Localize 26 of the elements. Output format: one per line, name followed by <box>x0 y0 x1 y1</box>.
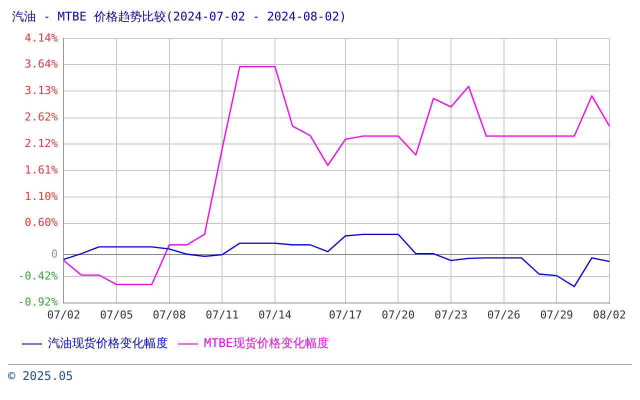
x-tick-label: 08/02 <box>592 308 626 322</box>
y-tick-label: 4.14% <box>24 31 58 44</box>
x-tick-label: 07/29 <box>540 308 574 322</box>
x-tick-label: 07/20 <box>382 308 415 322</box>
y-tick-label: 1.61% <box>24 163 58 176</box>
y-tick-label: 2.62% <box>24 110 58 124</box>
legend-label: MTBE现货价格变化幅度 <box>204 336 329 350</box>
x-tick-label: 07/05 <box>100 308 134 322</box>
x-tick-label: 07/23 <box>434 308 468 322</box>
x-tick-label: 07/14 <box>258 308 292 322</box>
chart-title: 汽油 - MTBE 价格趋势比较(2024-07-02 - 2024-08-02) <box>12 9 346 24</box>
y-tick-label: 0.60% <box>24 216 58 230</box>
x-tick-label: 07/02 <box>47 308 80 322</box>
x-tick-label: 07/26 <box>487 308 520 322</box>
x-tick-label: 07/08 <box>152 308 186 322</box>
y-tick-label: 0 <box>51 248 58 261</box>
y-tick-label: 1.10% <box>24 190 58 204</box>
x-tick-label: 07/17 <box>328 308 362 322</box>
y-tick-label: -0.92% <box>18 296 58 309</box>
y-tick-label: 3.64% <box>24 57 58 70</box>
y-tick-label: -0.42% <box>18 270 58 283</box>
text: © 2025.05 <box>8 369 74 383</box>
legend-label: 汽油现货价格变化幅度 <box>48 336 168 350</box>
y-tick-label: 3.13% <box>24 84 58 98</box>
x-tick-label: 07/11 <box>206 308 239 322</box>
y-tick-label: 2.12% <box>24 136 58 150</box>
